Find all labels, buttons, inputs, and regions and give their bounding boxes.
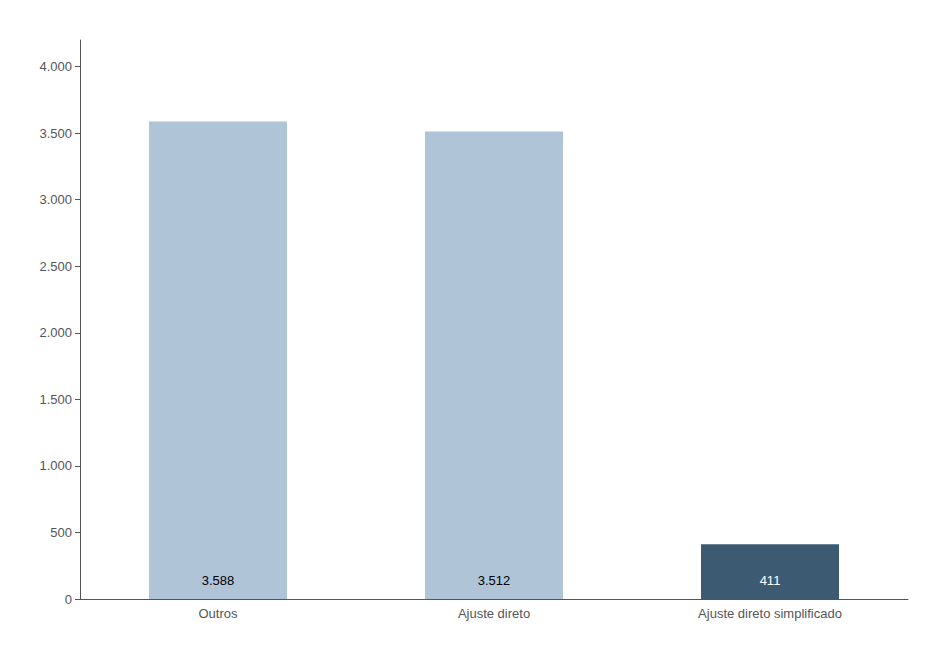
svg-text:3.000: 3.000: [39, 192, 72, 207]
svg-text:Ajuste direto: Ajuste direto: [458, 606, 530, 621]
svg-text:3.500: 3.500: [39, 126, 72, 141]
svg-text:3.512: 3.512: [478, 573, 511, 588]
svg-text:500: 500: [50, 525, 72, 540]
svg-text:411: 411: [760, 573, 781, 588]
svg-text:4.000: 4.000: [39, 59, 72, 74]
svg-text:Ajuste direto simplificado: Ajuste direto simplificado: [698, 606, 842, 621]
svg-text:2.500: 2.500: [39, 259, 72, 274]
svg-text:2.000: 2.000: [39, 325, 72, 340]
svg-text:3.588: 3.588: [202, 573, 235, 588]
svg-text:1.500: 1.500: [39, 392, 72, 407]
svg-text:Outros: Outros: [198, 606, 238, 621]
svg-text:0: 0: [65, 592, 72, 607]
svg-text:1.000: 1.000: [39, 458, 72, 473]
